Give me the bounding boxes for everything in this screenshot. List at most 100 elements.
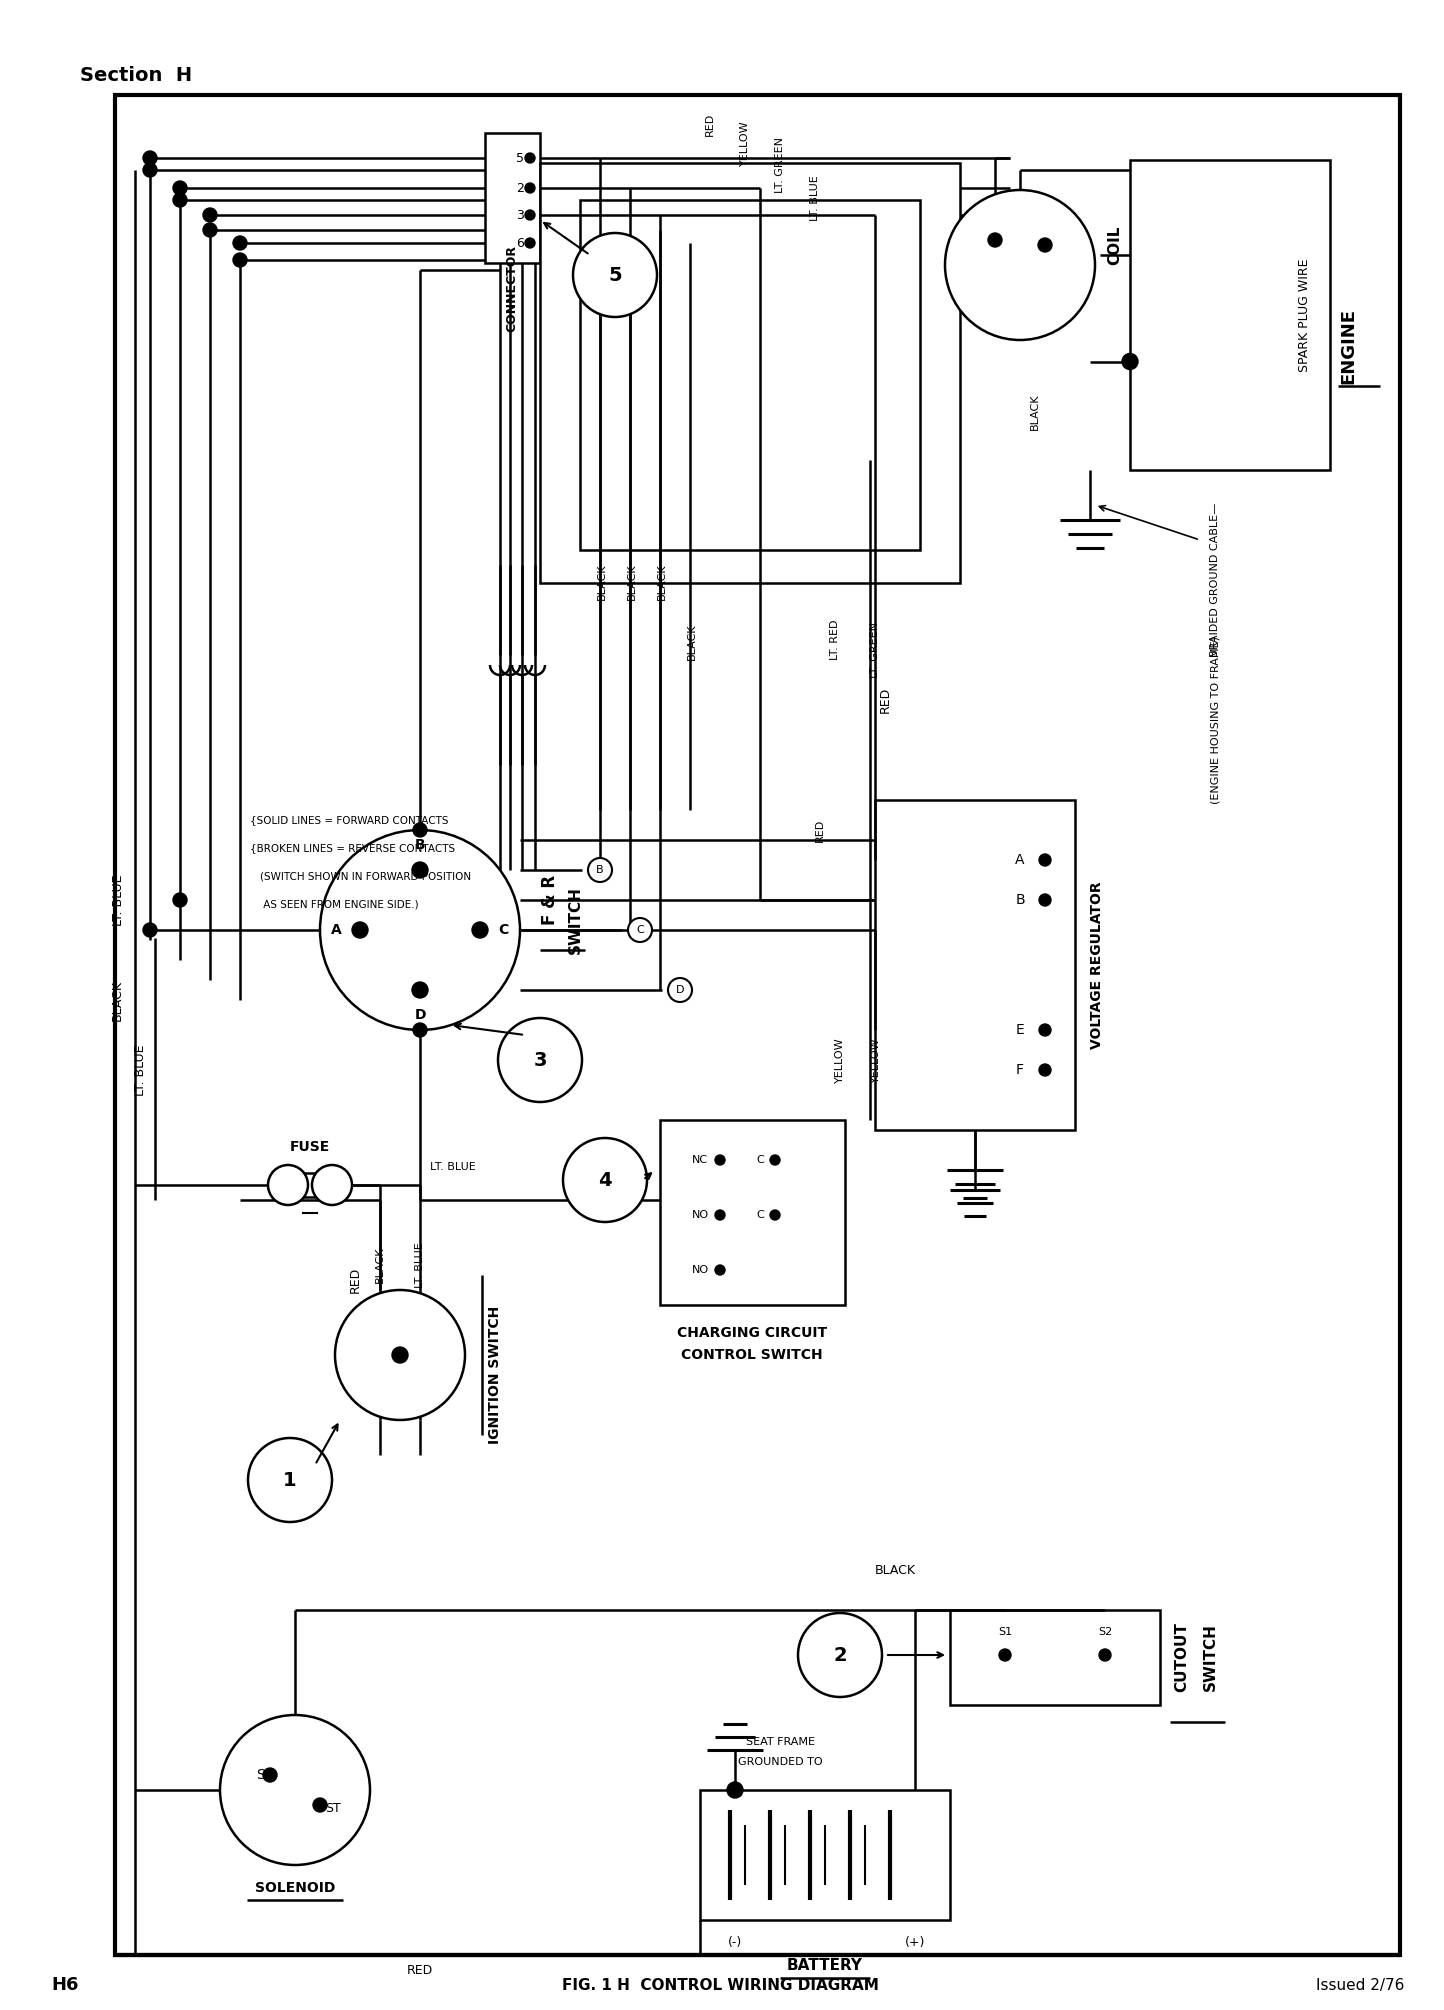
Circle shape <box>352 923 368 939</box>
Circle shape <box>526 153 534 163</box>
Circle shape <box>526 183 534 193</box>
Text: YELLOW: YELLOW <box>871 1037 881 1083</box>
Circle shape <box>312 1166 352 1206</box>
Text: AS SEEN FROM ENGINE SIDE.): AS SEEN FROM ENGINE SIDE.) <box>260 898 419 909</box>
Circle shape <box>726 1783 744 1799</box>
Circle shape <box>770 1156 780 1166</box>
Text: B: B <box>414 838 426 852</box>
Circle shape <box>715 1156 725 1166</box>
Circle shape <box>1040 1023 1051 1035</box>
Text: F & R: F & R <box>542 874 559 925</box>
Text: LT. BLUE: LT. BLUE <box>133 1045 146 1095</box>
Text: S2: S2 <box>1097 1626 1112 1636</box>
Circle shape <box>143 163 157 177</box>
Text: SWITCH: SWITCH <box>567 886 582 955</box>
Circle shape <box>413 822 427 836</box>
Text: LT. BLUE: LT. BLUE <box>430 1162 475 1172</box>
Text: Section  H: Section H <box>79 66 192 84</box>
Text: ENGINE: ENGINE <box>1339 308 1357 384</box>
Text: LT. BLUE: LT. BLUE <box>414 1242 425 1288</box>
Circle shape <box>669 979 692 1003</box>
Bar <box>700 1791 950 1920</box>
Circle shape <box>1040 894 1051 907</box>
Text: SEAT FRAME: SEAT FRAME <box>745 1737 814 1747</box>
Text: RED: RED <box>705 113 715 137</box>
Text: CONNECTOR: CONNECTOR <box>505 245 518 332</box>
Text: (+): (+) <box>905 1936 926 1948</box>
Text: C: C <box>498 923 508 937</box>
Text: BLACK: BLACK <box>657 563 667 601</box>
Text: CUTOUT: CUTOUT <box>1174 1622 1190 1692</box>
Text: BLACK: BLACK <box>596 563 606 601</box>
Text: LT. GREEN: LT. GREEN <box>869 621 879 677</box>
Text: F: F <box>1017 1063 1024 1077</box>
Bar <box>485 133 540 263</box>
Text: BLACK: BLACK <box>627 563 637 601</box>
Circle shape <box>715 1264 725 1274</box>
Text: 5: 5 <box>608 265 622 285</box>
Circle shape <box>1040 1063 1051 1075</box>
Circle shape <box>143 923 157 937</box>
Circle shape <box>173 181 188 195</box>
Circle shape <box>412 862 427 878</box>
Bar <box>116 94 1401 1956</box>
Text: D: D <box>676 985 684 995</box>
Circle shape <box>628 919 653 943</box>
Circle shape <box>1122 354 1138 370</box>
Circle shape <box>204 207 217 221</box>
Circle shape <box>498 1017 582 1101</box>
Text: C: C <box>757 1210 764 1220</box>
Text: NO: NO <box>692 1210 709 1220</box>
Circle shape <box>573 233 657 318</box>
Bar <box>660 1120 845 1304</box>
Text: RED: RED <box>814 818 825 842</box>
Circle shape <box>219 1715 370 1865</box>
Text: SOLENOID: SOLENOID <box>254 1881 335 1895</box>
Text: BLACK: BLACK <box>1030 394 1040 430</box>
Text: B: B <box>596 864 604 874</box>
Bar <box>287 1174 332 1198</box>
Circle shape <box>335 1290 465 1419</box>
Text: (-): (-) <box>728 1936 742 1948</box>
Text: S: S <box>256 1769 266 1783</box>
Text: LT. RED: LT. RED <box>830 619 840 659</box>
Circle shape <box>232 235 247 249</box>
Bar <box>540 163 960 583</box>
Text: H6: H6 <box>51 1976 79 1994</box>
Circle shape <box>988 233 1002 247</box>
Circle shape <box>526 237 534 247</box>
Text: FUSE: FUSE <box>290 1140 331 1154</box>
Text: BLACK: BLACK <box>875 1564 915 1576</box>
Circle shape <box>1040 854 1051 866</box>
Text: ST: ST <box>325 1801 341 1815</box>
Bar <box>580 201 920 551</box>
Text: 3: 3 <box>516 209 524 221</box>
Bar <box>875 800 1074 1130</box>
Text: A: A <box>1015 852 1025 866</box>
Text: LT. BLUE: LT. BLUE <box>810 175 820 221</box>
Circle shape <box>1038 237 1053 251</box>
Circle shape <box>944 191 1095 340</box>
Circle shape <box>232 253 247 267</box>
Text: A: A <box>331 923 342 937</box>
Text: B: B <box>1015 892 1025 907</box>
Text: C: C <box>757 1156 764 1166</box>
Circle shape <box>321 830 520 1029</box>
Text: SPARK PLUG WIRE: SPARK PLUG WIRE <box>1298 257 1311 372</box>
Text: BLACK: BLACK <box>687 623 697 659</box>
Text: CHARGING CIRCUIT: CHARGING CIRCUIT <box>677 1327 827 1341</box>
Circle shape <box>999 1648 1011 1660</box>
Text: Issued 2/76: Issued 2/76 <box>1315 1978 1404 1992</box>
Text: BATTERY: BATTERY <box>787 1958 864 1972</box>
Text: NO: NO <box>692 1264 709 1274</box>
Circle shape <box>204 223 217 237</box>
Text: BRAIDED GROUND CABLE—: BRAIDED GROUND CABLE— <box>1210 502 1220 657</box>
Text: COIL: COIL <box>1108 225 1122 265</box>
Text: D: D <box>414 1007 426 1021</box>
Text: {BROKEN LINES = REVERSE CONTACTS: {BROKEN LINES = REVERSE CONTACTS <box>250 842 455 852</box>
Circle shape <box>269 1166 308 1206</box>
Text: RED: RED <box>407 1964 433 1976</box>
Bar <box>1131 161 1330 470</box>
Text: YELLOW: YELLOW <box>835 1037 845 1083</box>
Circle shape <box>143 151 157 165</box>
